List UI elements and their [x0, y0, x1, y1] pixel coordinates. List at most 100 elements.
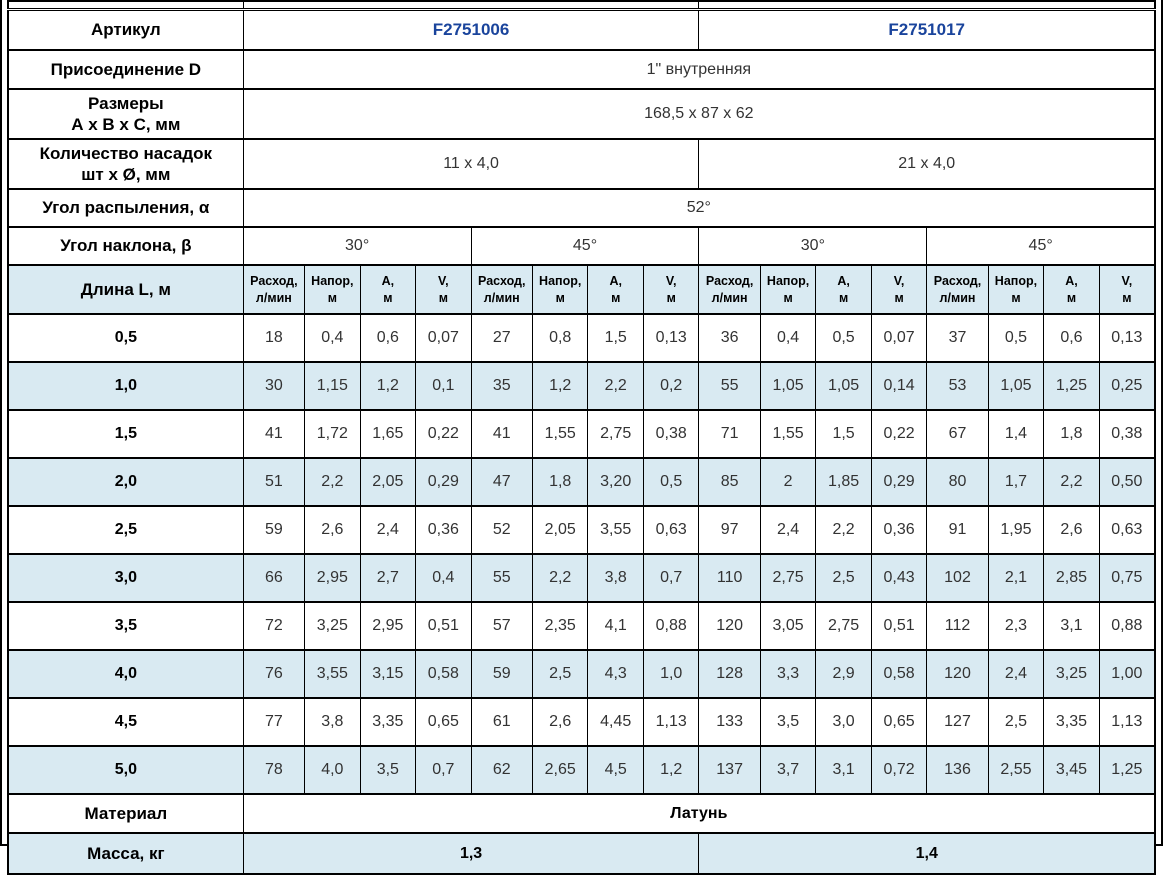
value-cell: 1,0	[642, 649, 700, 699]
value-cell: 4,5	[587, 745, 644, 795]
value-cell: 51	[242, 457, 306, 507]
measure-column-header: V, м	[642, 264, 700, 315]
spray-angle-value: 52°	[242, 188, 1156, 228]
value-cell: 67	[926, 409, 989, 459]
value-cell: 55	[470, 553, 533, 603]
measure-column-header: А, м	[359, 264, 417, 315]
value-cell: 4,1	[587, 601, 644, 651]
value-cell: 27	[470, 313, 533, 363]
value-cell: 2,9	[815, 649, 872, 699]
value-cell: 47	[470, 457, 533, 507]
nozzles-value-1: 11 x 4,0	[242, 138, 700, 190]
spray-angle-label: Угол распыления, α	[7, 188, 244, 228]
value-cell: 2,2	[587, 361, 644, 411]
value-cell: 1,13	[1098, 697, 1156, 747]
measure-column-header: V, м	[1098, 264, 1156, 315]
value-cell: 78	[242, 745, 306, 795]
value-cell: 3,25	[304, 601, 361, 651]
measure-column-header: Напор, м	[759, 264, 817, 315]
value-cell: 3,05	[759, 601, 817, 651]
value-cell: 2,35	[531, 601, 589, 651]
measure-column-header: Расход, л/мин	[698, 264, 761, 315]
value-cell: 0,38	[642, 409, 700, 459]
value-cell: 3,3	[759, 649, 817, 699]
value-cell: 2,4	[359, 505, 417, 555]
length-cell: 2,5	[7, 505, 244, 555]
value-cell: 1,5	[587, 313, 644, 363]
dimensions-value: 168,5 x 87 x 62	[242, 88, 1156, 140]
table-row: 5,0 78 4,0 3,5 0,7 62 2,65 4,5 1,2 137 3,7 3,1 0,72 1…	[7, 745, 1156, 795]
cropped-cell	[242, 0, 700, 11]
weight-label: Масса, кг	[7, 832, 244, 875]
value-cell: 0,88	[642, 601, 700, 651]
weight-value-2: 1,4	[698, 832, 1156, 875]
value-cell: 2,4	[987, 649, 1045, 699]
value-cell: 0,25	[1098, 361, 1156, 411]
value-cell: 0,22	[870, 409, 928, 459]
value-cell: 0,1	[415, 361, 472, 411]
length-cell: 0,5	[7, 313, 244, 363]
value-cell: 97	[698, 505, 761, 555]
value-cell: 2,6	[304, 505, 361, 555]
row-dimensions: Размеры А х В х С, мм 168,5 x 87 x 62	[7, 88, 1156, 140]
value-cell: 0,65	[870, 697, 928, 747]
value-cell: 0,29	[870, 457, 928, 507]
value-cell: 0,38	[1098, 409, 1156, 459]
value-cell: 30	[242, 361, 306, 411]
value-cell: 120	[926, 649, 989, 699]
value-cell: 2,75	[815, 601, 872, 651]
value-cell: 0,5	[987, 313, 1045, 363]
value-cell: 0,51	[415, 601, 472, 651]
value-cell: 2,7	[359, 553, 417, 603]
value-cell: 133	[698, 697, 761, 747]
table-row: 3,0 66 2,95 2,7 0,4 55 2,2 3,8 0,7 110 2,75 2,5 0,43…	[7, 553, 1156, 603]
article-label: Артикул	[7, 8, 244, 51]
value-cell: 3,25	[1043, 649, 1100, 699]
nozzles-value-2: 21 x 4,0	[698, 138, 1156, 190]
table-row: 0,5 18 0,4 0,6 0,07 27 0,8 1,5 0,13 36 0,4 0,5 0,07 3…	[7, 313, 1156, 363]
value-cell: 57	[470, 601, 533, 651]
value-cell: 1,7	[987, 457, 1045, 507]
value-cell: 0,22	[415, 409, 472, 459]
value-cell: 102	[926, 553, 989, 603]
value-cell: 2,95	[304, 553, 361, 603]
value-cell: 0,14	[870, 361, 928, 411]
value-cell: 1,2	[359, 361, 417, 411]
value-cell: 77	[242, 697, 306, 747]
value-cell: 2,5	[987, 697, 1045, 747]
article-number-2[interactable]: F2751017	[698, 8, 1156, 51]
value-cell: 1,13	[642, 697, 700, 747]
measure-column-header: Расход, л/мин	[926, 264, 989, 315]
value-cell: 0,07	[870, 313, 928, 363]
measure-column-header: V, м	[870, 264, 928, 315]
row-material: Материал Латунь	[7, 793, 1156, 834]
value-cell: 0,6	[1043, 313, 1100, 363]
row-tilt-angle: Угол наклона, β 30° 45° 30° 45°	[7, 226, 1156, 266]
value-cell: 0,29	[415, 457, 472, 507]
measure-column-header: А, м	[815, 264, 872, 315]
length-cell: 2,0	[7, 457, 244, 507]
value-cell: 0,36	[870, 505, 928, 555]
article-number-1[interactable]: F2751006	[242, 8, 700, 51]
value-cell: 1,5	[815, 409, 872, 459]
value-cell: 1,55	[759, 409, 817, 459]
value-cell: 1,05	[759, 361, 817, 411]
value-cell: 2,05	[531, 505, 589, 555]
value-cell: 2,4	[759, 505, 817, 555]
weight-value-1: 1,3	[242, 832, 700, 875]
cropped-cell	[7, 0, 244, 11]
value-cell: 137	[698, 745, 761, 795]
value-cell: 1,95	[987, 505, 1045, 555]
row-connection: Присоединение D 1" внутренняя	[7, 49, 1156, 90]
value-cell: 0,4	[415, 553, 472, 603]
value-cell: 3,15	[359, 649, 417, 699]
value-cell: 3,55	[304, 649, 361, 699]
value-cell: 18	[242, 313, 306, 363]
value-cell: 3,5	[759, 697, 817, 747]
nozzles-label: Количество насадок шт х Ø, мм	[7, 138, 244, 190]
connection-value: 1" внутренняя	[242, 49, 1156, 90]
value-cell: 0,63	[1098, 505, 1156, 555]
value-cell: 0,07	[415, 313, 472, 363]
value-cell: 1,85	[815, 457, 872, 507]
value-cell: 71	[698, 409, 761, 459]
